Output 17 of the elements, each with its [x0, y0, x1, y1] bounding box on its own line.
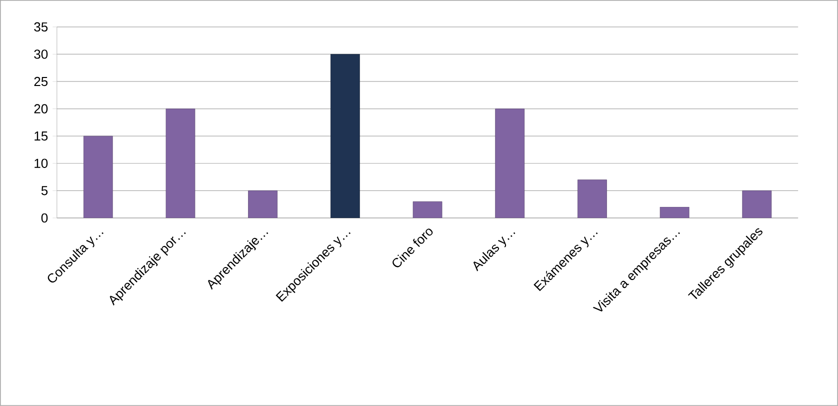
y-tick-label: 15: [34, 132, 48, 141]
bar: [660, 206, 690, 218]
y-tick-label: 5: [41, 186, 48, 196]
bar: [166, 108, 196, 218]
bar: [330, 54, 360, 218]
y-tick-label: 20: [34, 104, 48, 114]
bar: [742, 190, 772, 218]
bar: [495, 108, 525, 218]
bar: [412, 201, 442, 218]
y-tick-label: 35: [34, 22, 48, 32]
y-tick-label: 0: [41, 213, 48, 223]
bar: [248, 190, 278, 218]
x-tick-label: Cine foro: [392, 228, 433, 268]
y-tick-label: 10: [34, 158, 48, 168]
bar: [83, 136, 113, 218]
y-tick-label: 30: [34, 50, 48, 59]
y-tick-label: 25: [34, 76, 48, 86]
